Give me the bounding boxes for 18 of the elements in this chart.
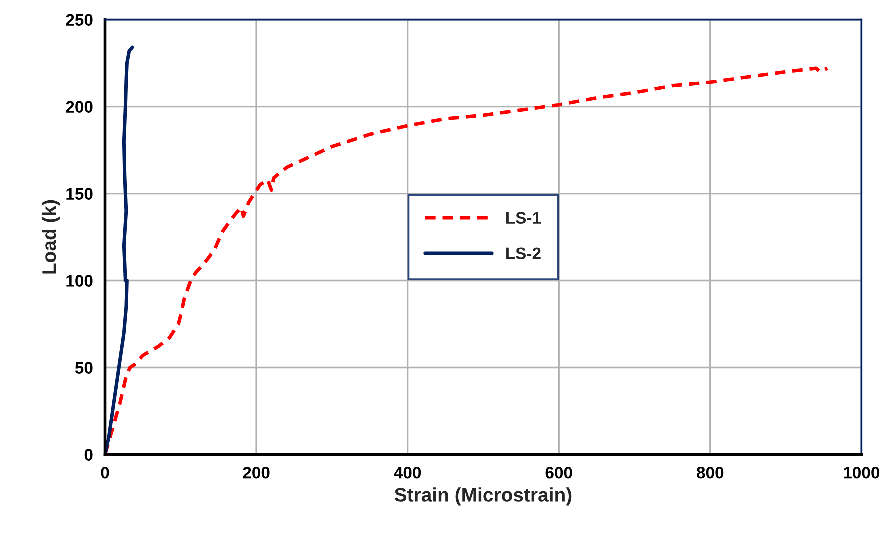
y-tick-label: 150	[66, 188, 93, 200]
line-series	[105, 46, 134, 455]
x-tick-label: 200	[243, 466, 270, 479]
y-tick-label: 200	[66, 101, 93, 113]
legend-label: LS-1	[506, 212, 542, 224]
y-axis-title: Load (k)	[42, 200, 60, 274]
x-tick-label: 1000	[844, 466, 880, 479]
y-tick-label: 250	[66, 14, 93, 26]
line-series	[105, 66, 830, 455]
y-tick-label: 0	[84, 449, 93, 461]
x-tick-label: 400	[394, 466, 422, 479]
x-tick-label: 800	[697, 466, 724, 479]
y-tick-label: 50	[75, 362, 93, 374]
y-tick-label: 100	[66, 275, 93, 287]
x-tick-label: 0	[101, 466, 110, 479]
legend-label: LS-2	[506, 248, 541, 260]
x-tick-label: 600	[546, 466, 572, 479]
x-axis-title: Strain (Microstrain)	[394, 488, 572, 506]
